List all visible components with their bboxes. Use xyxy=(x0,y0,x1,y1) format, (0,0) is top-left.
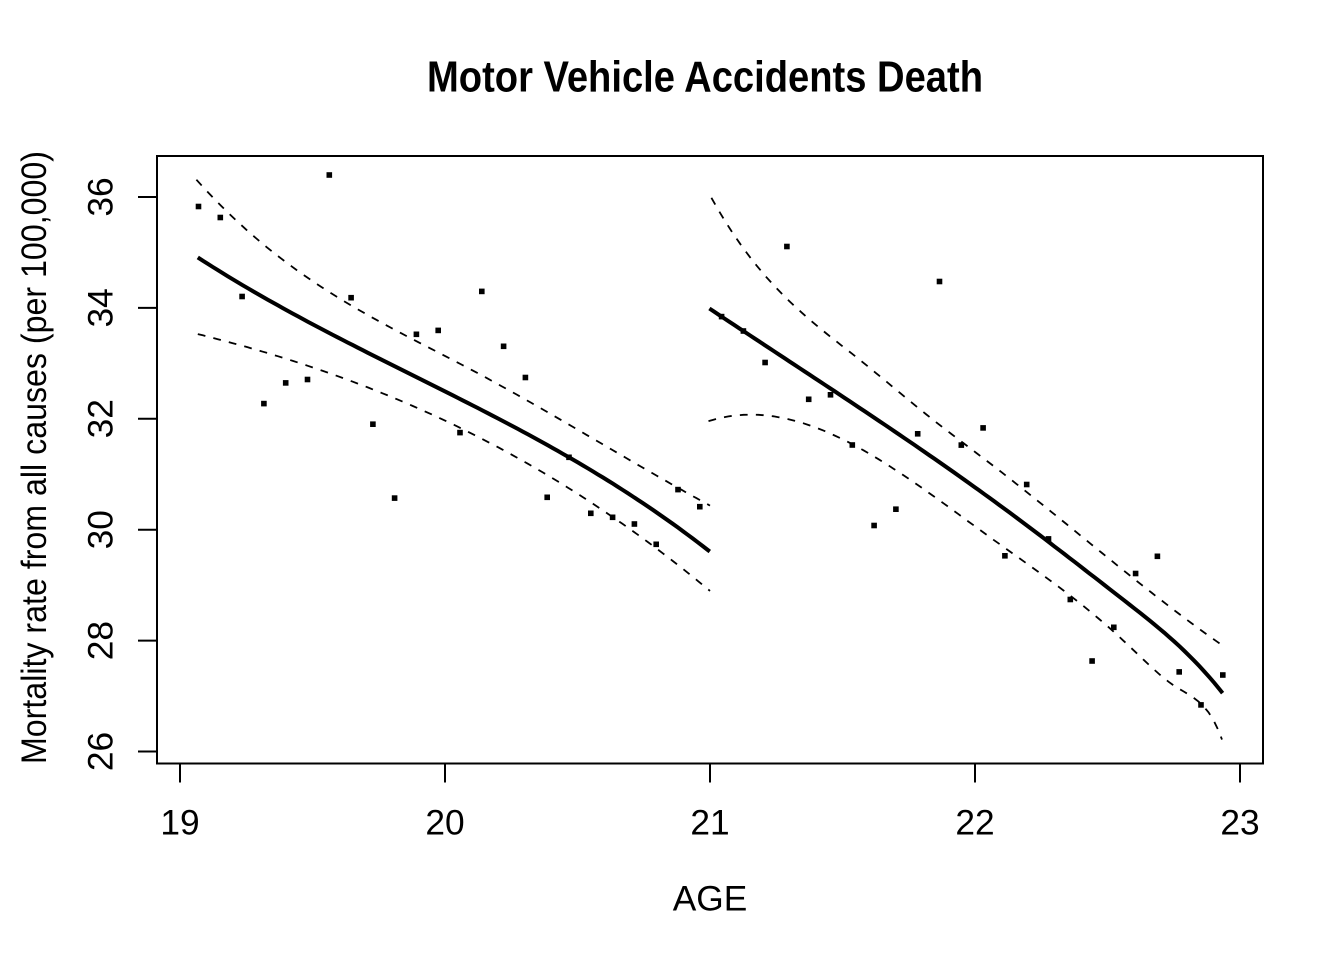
svg-text:21: 21 xyxy=(690,804,729,843)
svg-text:20: 20 xyxy=(425,804,464,843)
svg-text:23: 23 xyxy=(1220,804,1259,843)
svg-text:AGE: AGE xyxy=(673,880,748,919)
svg-text:22: 22 xyxy=(955,804,994,843)
svg-text:30: 30 xyxy=(82,510,121,549)
svg-text:36: 36 xyxy=(82,177,121,216)
svg-text:Motor Vehicle Accidents Death: Motor Vehicle Accidents Death xyxy=(427,54,983,102)
svg-text:26: 26 xyxy=(82,732,121,771)
svg-text:19: 19 xyxy=(160,804,199,843)
svg-text:Mortality rate from all causes: Mortality rate from all causes (per 100,… xyxy=(15,151,54,764)
svg-text:28: 28 xyxy=(82,621,121,660)
svg-text:34: 34 xyxy=(82,288,121,327)
svg-text:32: 32 xyxy=(82,399,121,438)
